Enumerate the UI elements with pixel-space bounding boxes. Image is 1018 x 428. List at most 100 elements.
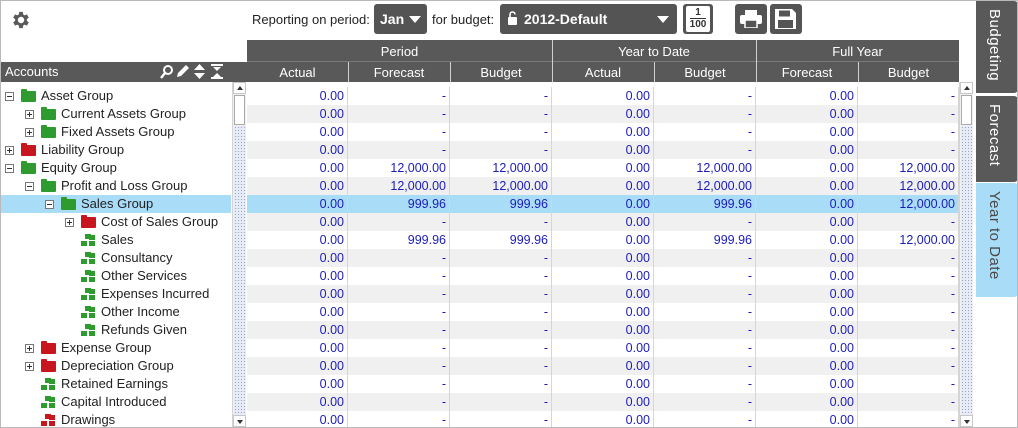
table-cell[interactable]: - (348, 321, 450, 339)
table-cell[interactable]: - (348, 411, 450, 427)
table-cell[interactable]: - (654, 105, 756, 123)
table-cell[interactable]: 0.00 (247, 357, 348, 375)
table-cell[interactable]: 0.00 (756, 357, 858, 375)
table-cell[interactable]: - (858, 105, 959, 123)
table-cell[interactable]: 0.00 (552, 105, 654, 123)
table-cell[interactable]: - (348, 123, 450, 141)
column-header[interactable]: Actual (279, 65, 316, 80)
table-cell[interactable]: 12,000.00 (858, 231, 959, 249)
table-cell[interactable]: - (348, 213, 450, 231)
tree-item[interactable]: Liability Group (1, 141, 231, 159)
table-row[interactable]: 0.00- -0.00-0.00- (247, 105, 959, 123)
table-cell[interactable]: 0.00 (552, 177, 654, 195)
tree-item[interactable]: Expenses Incurred (1, 285, 231, 303)
table-row[interactable]: 0.00- -0.00-0.00- (247, 357, 959, 375)
tab-budgeting[interactable]: Budgeting (976, 1, 1017, 93)
table-cell[interactable]: - (654, 141, 756, 159)
table-row[interactable]: 0.00- -0.00-0.00- (247, 411, 959, 427)
tree-item[interactable]: Other Services (1, 267, 231, 285)
tree-item[interactable]: Expense Group (1, 339, 231, 357)
table-cell[interactable]: - (450, 393, 552, 411)
search-icon[interactable] (160, 64, 174, 79)
table-cell[interactable]: 0.00 (756, 375, 858, 393)
table-row[interactable]: 0.00- -0.00-0.00- (247, 321, 959, 339)
tree-item[interactable]: Current Assets Group (1, 105, 231, 123)
table-cell[interactable]: 12,000.00 (654, 177, 756, 195)
scroll-up-arrow[interactable] (960, 82, 973, 94)
table-cell[interactable]: - (450, 321, 552, 339)
print-button[interactable] (735, 4, 767, 34)
table-cell[interactable]: 0.00 (756, 231, 858, 249)
table-row[interactable]: 0.00- -0.00-0.00- (247, 267, 959, 285)
table-cell[interactable]: 12,000.00 (348, 177, 450, 195)
table-row[interactable]: 0.00 999.96 999.96 0.00 999.96 0.00 12,000.00 (247, 231, 959, 249)
table-cell[interactable]: 0.00 (552, 267, 654, 285)
column-header[interactable]: Budget (684, 65, 726, 80)
table-cell[interactable]: 12,000.00 (450, 177, 552, 195)
table-cell[interactable]: 0.00 (756, 159, 858, 177)
scroll-track[interactable] (961, 126, 972, 415)
table-cell[interactable]: - (858, 339, 959, 357)
table-cell[interactable]: - (348, 87, 450, 105)
table-cell[interactable]: - (858, 141, 959, 159)
table-cell[interactable]: - (348, 339, 450, 357)
table-cell[interactable]: 0.00 (247, 87, 348, 105)
table-cell[interactable]: - (450, 411, 552, 427)
table-cell[interactable]: - (858, 285, 959, 303)
column-header[interactable]: Actual (584, 65, 622, 80)
table-cell[interactable]: 0.00 (552, 231, 654, 249)
table-row[interactable]: 0.00 12,000.00 12,000.00 0.00 12,000.00 0.00 1… (247, 159, 959, 177)
table-cell[interactable]: 0.00 (247, 195, 348, 213)
save-button[interactable] (770, 4, 802, 34)
table-cell[interactable]: 0.00 (247, 411, 348, 427)
table-cell[interactable]: - (858, 321, 959, 339)
table-cell[interactable]: 0.00 (552, 159, 654, 177)
tree-item[interactable]: Capital Introduced (1, 393, 231, 411)
table-cell[interactable]: - (348, 357, 450, 375)
tree-item[interactable]: Sales Group (1, 195, 231, 213)
table-cell[interactable]: 0.00 (552, 141, 654, 159)
gear-icon[interactable] (10, 9, 32, 31)
table-cell[interactable]: 999.96 (654, 231, 756, 249)
table-cell[interactable]: 0.00 (247, 231, 348, 249)
table-cell[interactable]: 0.00 (552, 285, 654, 303)
table-cell[interactable]: - (858, 303, 959, 321)
table-cell[interactable]: 0.00 (552, 357, 654, 375)
scroll-down-arrow[interactable] (960, 415, 973, 427)
table-cell[interactable]: 0.00 (756, 177, 858, 195)
expand-icon[interactable] (25, 344, 34, 353)
table-cell[interactable]: - (450, 285, 552, 303)
table-row[interactable]: 0.00 999.96 999.96 0.00 999.96 0.00 12,000.00 (247, 195, 959, 213)
table-cell[interactable]: - (348, 375, 450, 393)
budget-select[interactable]: 2012-Default (500, 4, 677, 34)
sort-icon[interactable] (194, 64, 205, 79)
table-cell[interactable]: - (450, 267, 552, 285)
grid-scrollbar[interactable] (959, 82, 973, 427)
table-row[interactable]: 0.00- -0.00-0.00- (247, 375, 959, 393)
table-cell[interactable]: - (348, 393, 450, 411)
table-cell[interactable]: 999.96 (348, 195, 450, 213)
tree-item[interactable]: Fixed Assets Group (1, 123, 231, 141)
tree-item[interactable]: Profit and Loss Group (1, 177, 231, 195)
table-cell[interactable]: - (348, 285, 450, 303)
table-cell[interactable]: 0.00 (552, 375, 654, 393)
table-cell[interactable]: 0.00 (247, 141, 348, 159)
table-cell[interactable]: - (858, 267, 959, 285)
table-cell[interactable]: 12,000.00 (348, 159, 450, 177)
table-cell[interactable]: 0.00 (247, 105, 348, 123)
table-cell[interactable]: - (654, 123, 756, 141)
table-cell[interactable]: 0.00 (756, 123, 858, 141)
table-row[interactable]: 0.00- -0.00-0.00- (247, 249, 959, 267)
table-row[interactable]: 0.00- -0.00-0.00- (247, 213, 959, 231)
table-cell[interactable]: 999.96 (450, 231, 552, 249)
table-cell[interactable]: 0.00 (756, 105, 858, 123)
table-cell[interactable]: - (858, 249, 959, 267)
table-row[interactable]: 0.00- -0.00-0.00- (247, 87, 959, 105)
table-cell[interactable]: 0.00 (552, 249, 654, 267)
table-cell[interactable]: 0.00 (247, 213, 348, 231)
table-cell[interactable]: 0.00 (247, 123, 348, 141)
table-cell[interactable]: 0.00 (756, 141, 858, 159)
tab-year-to-date[interactable]: Year to Date (976, 183, 1017, 297)
table-cell[interactable]: - (450, 141, 552, 159)
table-cell[interactable]: - (348, 105, 450, 123)
